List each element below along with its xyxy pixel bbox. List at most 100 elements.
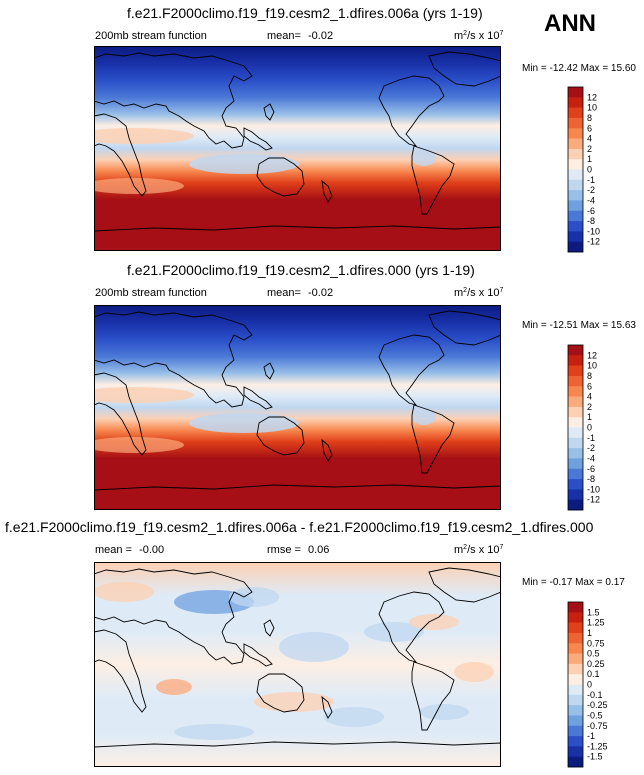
panel2-mean: mean= -0.02 (267, 287, 333, 299)
colorbar-swatch (568, 117, 583, 129)
coastlines (94, 51, 501, 251)
colorbar-tick-label: 10 (587, 103, 597, 113)
colorbar-tick-label: 4 (587, 134, 592, 144)
colorbar-tick-label: -6 (587, 464, 595, 474)
colorbar-swatch (568, 179, 583, 191)
colorbar-swatch (568, 365, 583, 377)
colorbar-swatch (568, 386, 583, 397)
field-anomaly (189, 413, 299, 433)
panel2-variable: 200mb stream function (95, 287, 207, 299)
colorbar-tick-label: 0 (587, 165, 592, 175)
panel3-rmse: rmse = 0.06 (267, 544, 329, 556)
coastline (243, 386, 273, 410)
coastline (378, 591, 445, 663)
colorbar-swatch (568, 715, 583, 727)
field-anomaly (412, 409, 436, 425)
coastlines (94, 567, 501, 767)
colorbar-swatch (568, 210, 583, 222)
colorbar-tick-label: 1.5 (587, 607, 600, 617)
units-mid: /s x 10 (467, 30, 500, 42)
colorbar-swatch (568, 612, 583, 623)
coastline (256, 673, 305, 713)
field-anomaly (94, 387, 194, 403)
field-anomaly (324, 707, 384, 727)
colorbar-swatch (568, 159, 583, 170)
colorbar-tick-label: -0.1 (587, 690, 603, 700)
colorbar-swatch (568, 705, 583, 716)
field-anomaly (189, 154, 299, 174)
colorbar-swatch (568, 87, 583, 98)
colorbar-swatch (568, 653, 583, 665)
field-fill (94, 46, 501, 251)
coastline (411, 145, 455, 215)
colorbar-swatch (568, 602, 583, 613)
colorbar-swatch (568, 479, 583, 490)
colorbar-tick-label: 6 (587, 123, 592, 133)
colorbar-swatch (568, 746, 583, 757)
units-exp: 2 (463, 544, 468, 551)
colorbar-tick-label: -2 (587, 185, 595, 195)
units-mid: /s x 10 (467, 544, 500, 556)
colorbar-tick-label: -12 (587, 495, 600, 505)
colorbar-tick-label: -10 (587, 484, 600, 494)
colorbar-swatch (568, 725, 583, 737)
colorbar-tick-label: -12 (587, 237, 600, 247)
units-base: m (454, 287, 464, 299)
coastline (411, 404, 455, 474)
colorbar-tick-label: 1.25 (587, 618, 605, 628)
colorbar-tick-label: 0 (587, 680, 592, 690)
colorbar-tick-label: -1 (587, 433, 595, 443)
colorbar-swatch (568, 499, 583, 511)
panel1-title: f.e21.F2000climo.f19_f19.cesm2_1.dfires.… (127, 5, 483, 21)
colorbar-tick-label: 12 (587, 350, 597, 360)
colorbar-tick-label: -1.5 (587, 752, 603, 762)
colorbar-swatch (568, 221, 583, 232)
colorbar-tick-label: -4 (587, 453, 595, 463)
coastline (428, 51, 501, 87)
colorbar-tick-label: -8 (587, 474, 595, 484)
colorbar-swatch (568, 736, 583, 747)
panel1-mean-label: mean= (267, 30, 301, 42)
field-anomaly (94, 178, 184, 194)
colorbar-swatch (568, 756, 583, 768)
field-anomaly (94, 128, 194, 144)
coastline (428, 310, 501, 346)
panel2-mean-value: -0.02 (308, 287, 334, 299)
colorbar-frame (567, 86, 584, 253)
coastline (256, 416, 305, 456)
colorbar-swatch (568, 190, 583, 201)
field-anomaly (94, 437, 184, 453)
units-exp: 7 (499, 544, 504, 551)
colorbar-tick-label: 0 (587, 423, 592, 433)
coastline (378, 334, 445, 406)
panel1-minmax: Min = -12.42 Max = 15.60 (522, 63, 636, 74)
colorbar-tick-label: -4 (587, 195, 595, 205)
panel3-rmse-value: 0.06 (308, 544, 330, 556)
coastline (243, 127, 273, 151)
panel1-map (94, 46, 501, 251)
units-base: m (454, 544, 464, 556)
panel1-mean: mean= -0.02 (267, 30, 333, 42)
colorbar-swatch (568, 231, 583, 242)
colorbar-swatch (568, 406, 583, 418)
colorbar-tick-label: 1 (587, 412, 592, 422)
colorbar-tick-label: 0.75 (587, 638, 605, 648)
colorbar-tick-label: -2 (587, 443, 595, 453)
map-frame (94, 562, 501, 767)
colorbar-swatch (568, 200, 583, 212)
field-anomaly (419, 704, 469, 720)
colorbar-swatch (568, 622, 583, 634)
map-frame (94, 305, 501, 510)
field-anomaly (174, 724, 254, 740)
field-anomaly (229, 587, 279, 607)
coastline (94, 629, 147, 713)
colorbar-tick-label: -0.25 (587, 700, 608, 710)
colorbar-tick-label: 8 (587, 371, 592, 381)
units-exp: 2 (463, 30, 468, 37)
colorbar-tick-label: 2 (587, 402, 592, 412)
coastline (94, 311, 253, 408)
field-anomaly (409, 614, 459, 630)
colorbar-tick-label: -10 (587, 226, 600, 236)
colorbar-tick-label: 10 (587, 361, 597, 371)
